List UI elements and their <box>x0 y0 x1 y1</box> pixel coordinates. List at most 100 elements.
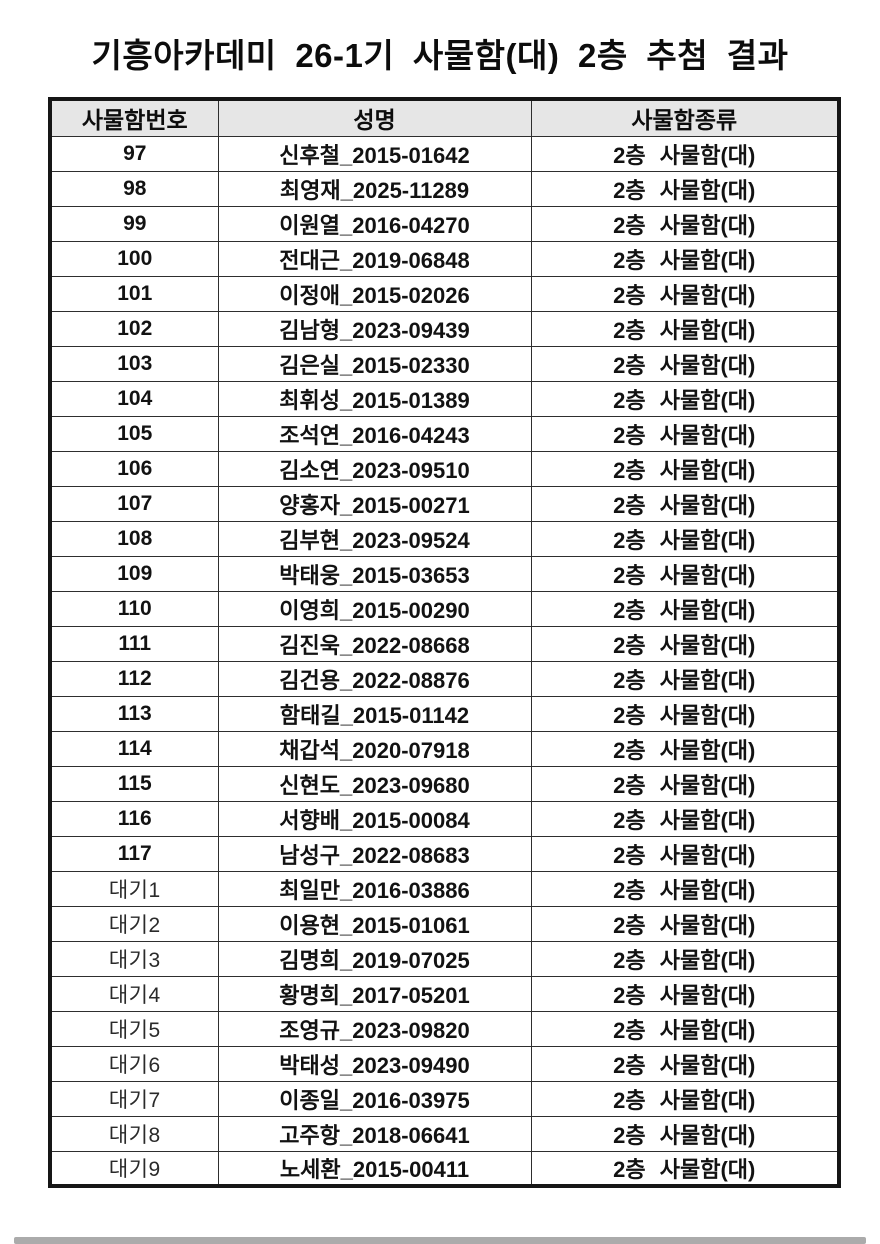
locker-type-cell: 2층 사물함(대) <box>530 450 840 487</box>
header-row: 사물함번호 성명 사물함종류 <box>49 98 840 137</box>
table-row: 대기3 김명희_2019-07025 2층 사물함(대) <box>49 940 840 977</box>
table-row: 107 양홍자_2015-00271 2층 사물함(대) <box>49 485 840 522</box>
locker-type-cell: 2층 사물함(대) <box>530 905 840 942</box>
locker-number-cell: 대기4 <box>49 975 219 1012</box>
locker-number-cell: 109 <box>49 555 219 592</box>
member-name-cell: 김은실_2015-02330 <box>217 345 532 382</box>
member-name-cell: 전대근_2019-06848 <box>217 240 532 277</box>
locker-type-cell: 2층 사물함(대) <box>530 170 840 207</box>
table-row: 98 최영재_2025-11289 2층 사물함(대) <box>49 170 840 207</box>
table-row: 대기7 이종일_2016-03975 2층 사물함(대) <box>49 1080 840 1117</box>
member-name-cell: 남성구_2022-08683 <box>217 835 532 872</box>
locker-number-cell: 대기8 <box>49 1115 219 1152</box>
table-row: 대기4 황명희_2017-05201 2층 사물함(대) <box>49 975 840 1012</box>
member-name-cell: 박태웅_2015-03653 <box>217 555 532 592</box>
locker-number-cell: 112 <box>49 660 219 697</box>
locker-type-cell: 2층 사물함(대) <box>530 485 840 522</box>
table-row: 대기9 노세환_2015-00411 2층 사물함(대) <box>49 1150 840 1187</box>
member-name-cell: 노세환_2015-00411 <box>217 1150 532 1187</box>
table-row: 116 서향배_2015-00084 2층 사물함(대) <box>49 800 840 837</box>
member-name-cell: 최영재_2025-11289 <box>217 170 532 207</box>
table-row: 대기8 고주항_2018-06641 2층 사물함(대) <box>49 1115 840 1152</box>
locker-number-cell: 113 <box>49 695 219 732</box>
table-row: 100 전대근_2019-06848 2층 사물함(대) <box>49 240 840 277</box>
locker-number-cell: 105 <box>49 415 219 452</box>
header-locker-number: 사물함번호 <box>49 98 219 137</box>
member-name-cell: 양홍자_2015-00271 <box>217 485 532 522</box>
locker-type-cell: 2층 사물함(대) <box>530 660 840 697</box>
locker-number-cell: 101 <box>49 275 219 312</box>
locker-type-cell: 2층 사물함(대) <box>530 1045 840 1082</box>
table-row: 대기6 박태성_2023-09490 2층 사물함(대) <box>49 1045 840 1082</box>
member-name-cell: 이원열_2016-04270 <box>217 205 532 242</box>
locker-number-cell: 111 <box>49 625 219 662</box>
locker-type-cell: 2층 사물함(대) <box>530 1080 840 1117</box>
locker-type-cell: 2층 사물함(대) <box>530 765 840 802</box>
locker-type-cell: 2층 사물함(대) <box>530 695 840 732</box>
locker-type-cell: 2층 사물함(대) <box>530 135 840 172</box>
locker-number-cell: 110 <box>49 590 219 627</box>
member-name-cell: 신현도_2023-09680 <box>217 765 532 802</box>
locker-type-cell: 2층 사물함(대) <box>530 380 840 417</box>
table-row: 97 신후철_2015-01642 2층 사물함(대) <box>49 135 840 172</box>
locker-number-cell: 대기2 <box>49 905 219 942</box>
member-name-cell: 서향배_2015-00084 <box>217 800 532 837</box>
member-name-cell: 신후철_2015-01642 <box>217 135 532 172</box>
table-row: 115 신현도_2023-09680 2층 사물함(대) <box>49 765 840 802</box>
header-name: 성명 <box>217 98 532 137</box>
member-name-cell: 김진욱_2022-08668 <box>217 625 532 662</box>
table-row: 103 김은실_2015-02330 2층 사물함(대) <box>49 345 840 382</box>
table-row: 108 김부현_2023-09524 2층 사물함(대) <box>49 520 840 557</box>
header-locker-type: 사물함종류 <box>530 98 840 137</box>
locker-type-cell: 2층 사물함(대) <box>530 415 840 452</box>
locker-type-cell: 2층 사물함(대) <box>530 730 840 767</box>
scan-edge-artifact <box>14 1237 866 1244</box>
locker-number-cell: 대기9 <box>49 1150 219 1187</box>
table-header: 사물함번호 성명 사물함종류 <box>49 98 840 137</box>
locker-number-cell: 114 <box>49 730 219 767</box>
table-row: 111 김진욱_2022-08668 2층 사물함(대) <box>49 625 840 662</box>
member-name-cell: 박태성_2023-09490 <box>217 1045 532 1082</box>
table-row: 대기1 최일만_2016-03886 2층 사물함(대) <box>49 870 840 907</box>
member-name-cell: 김건용_2022-08876 <box>217 660 532 697</box>
table-row: 대기2 이용현_2015-01061 2층 사물함(대) <box>49 905 840 942</box>
table-row: 106 김소연_2023-09510 2층 사물함(대) <box>49 450 840 487</box>
member-name-cell: 함태길_2015-01142 <box>217 695 532 732</box>
locker-type-cell: 2층 사물함(대) <box>530 240 840 277</box>
member-name-cell: 이정애_2015-02026 <box>217 275 532 312</box>
table-row: 109 박태웅_2015-03653 2층 사물함(대) <box>49 555 840 592</box>
locker-number-cell: 99 <box>49 205 219 242</box>
table-row: 102 김남형_2023-09439 2층 사물함(대) <box>49 310 840 347</box>
member-name-cell: 김남형_2023-09439 <box>217 310 532 347</box>
locker-number-cell: 대기7 <box>49 1080 219 1117</box>
locker-number-cell: 116 <box>49 800 219 837</box>
table-row: 110 이영희_2015-00290 2층 사물함(대) <box>49 590 840 627</box>
locker-type-cell: 2층 사물함(대) <box>530 1010 840 1047</box>
locker-type-cell: 2층 사물함(대) <box>530 800 840 837</box>
locker-type-cell: 2층 사물함(대) <box>530 205 840 242</box>
locker-number-cell: 대기5 <box>49 1010 219 1047</box>
locker-number-cell: 대기6 <box>49 1045 219 1082</box>
locker-number-cell: 대기1 <box>49 870 219 907</box>
locker-type-cell: 2층 사물함(대) <box>530 625 840 662</box>
member-name-cell: 김부현_2023-09524 <box>217 520 532 557</box>
table-row: 114 채갑석_2020-07918 2층 사물함(대) <box>49 730 840 767</box>
member-name-cell: 최일만_2016-03886 <box>217 870 532 907</box>
locker-type-cell: 2층 사물함(대) <box>530 835 840 872</box>
locker-number-cell: 100 <box>49 240 219 277</box>
locker-type-cell: 2층 사물함(대) <box>530 555 840 592</box>
locker-number-cell: 102 <box>49 310 219 347</box>
table-row: 101 이정애_2015-02026 2층 사물함(대) <box>49 275 840 312</box>
member-name-cell: 김명희_2019-07025 <box>217 940 532 977</box>
table-row: 대기5 조영규_2023-09820 2층 사물함(대) <box>49 1010 840 1047</box>
member-name-cell: 조석연_2016-04243 <box>217 415 532 452</box>
page-title: 기흥아카데미 26-1기 사물함(대) 2층 추첨 결과 <box>91 37 789 74</box>
member-name-cell: 이종일_2016-03975 <box>217 1080 532 1117</box>
table-row: 99 이원열_2016-04270 2층 사물함(대) <box>49 205 840 242</box>
member-name-cell: 이영희_2015-00290 <box>217 590 532 627</box>
member-name-cell: 고주항_2018-06641 <box>217 1115 532 1152</box>
member-name-cell: 김소연_2023-09510 <box>217 450 532 487</box>
table-row: 112 김건용_2022-08876 2층 사물함(대) <box>49 660 840 697</box>
locker-number-cell: 97 <box>49 135 219 172</box>
